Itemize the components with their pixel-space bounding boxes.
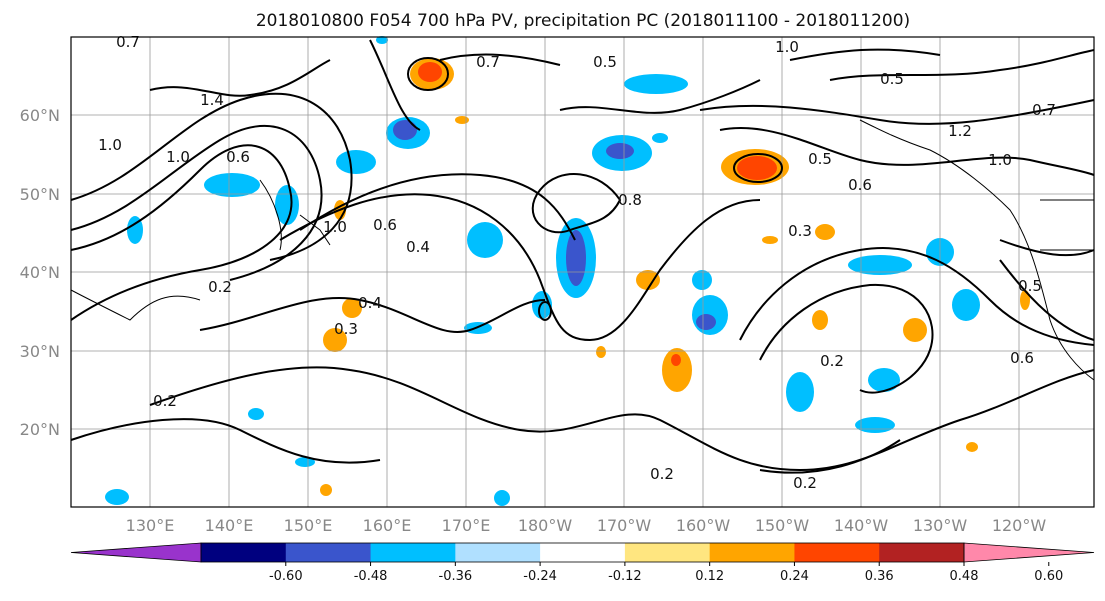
contour-label: 0.2 bbox=[820, 352, 844, 370]
map-panel: 0.7 1.0 1.4 0.6 0.8 0.5 0.4 0.3 0.2 1.2 … bbox=[70, 33, 1095, 508]
precip-shading bbox=[105, 36, 1030, 506]
colorbar-tick-label: -0.48 bbox=[354, 569, 388, 584]
lon-label: 160°E bbox=[363, 516, 412, 535]
contour-label: 0.7 bbox=[476, 53, 500, 71]
colorbar-outline bbox=[200, 542, 965, 563]
colorbar: -0.60 -0.48 -0.36 -0.24 -0.12 0.12 0.24 0.36 0.4… bbox=[70, 542, 1095, 584]
contour-label: 0.5 bbox=[1018, 277, 1042, 295]
lon-label: 140°E bbox=[205, 516, 254, 535]
contour-label: 0.2 bbox=[208, 278, 232, 296]
contour-label: 0.3 bbox=[334, 320, 358, 338]
colorbar-tick-label: 0.60 bbox=[1034, 569, 1063, 584]
lat-label: 20°N bbox=[20, 420, 60, 439]
contour-label: 0.5 bbox=[593, 53, 617, 71]
colorbar-swatch bbox=[540, 543, 626, 562]
longitude-labels: 130°E 140°E 150°E 160°E 170°E 180°W 170°… bbox=[126, 516, 1047, 535]
lat-label: 40°N bbox=[20, 263, 60, 282]
contour-label: 0.2 bbox=[650, 465, 674, 483]
contour-label: 1.2 bbox=[948, 122, 972, 140]
map-frame bbox=[70, 36, 1095, 508]
lon-label: 150°W bbox=[755, 516, 810, 535]
colorbar-tick-label: -0.12 bbox=[608, 569, 642, 584]
colorbar-extend-max bbox=[963, 542, 1095, 563]
contour-label: 1.0 bbox=[323, 218, 347, 236]
lon-label: 140°W bbox=[834, 516, 889, 535]
lon-label: 130°W bbox=[913, 516, 968, 535]
lon-label: 120°W bbox=[992, 516, 1047, 535]
contour-label: 0.4 bbox=[358, 294, 382, 312]
colorbar-tick-label: -0.60 bbox=[269, 569, 303, 584]
colorbar-swatch bbox=[370, 543, 456, 562]
colorbar-tick-label: 0.48 bbox=[950, 569, 979, 584]
colorbar-tick-label: -0.36 bbox=[439, 569, 473, 584]
colorbar-swatch bbox=[624, 543, 711, 562]
colorbar-tick-label: -0.24 bbox=[523, 569, 557, 584]
contour-label: 0.7 bbox=[116, 33, 140, 51]
contour-label: 1.0 bbox=[98, 136, 122, 154]
pv-contours bbox=[70, 39, 1095, 474]
contour-label: 0.8 bbox=[618, 191, 642, 209]
contour-label: 1.0 bbox=[988, 151, 1012, 169]
contour-label: 0.6 bbox=[1010, 349, 1034, 367]
contour-label: 0.6 bbox=[848, 176, 872, 194]
colorbar-swatch bbox=[709, 543, 795, 562]
gridlines bbox=[71, 37, 1094, 507]
lat-label: 60°N bbox=[20, 106, 60, 125]
contour-label: 0.6 bbox=[226, 148, 250, 166]
colorbar-tick-label: 0.36 bbox=[865, 569, 894, 584]
contour-label: 0.7 bbox=[1032, 101, 1056, 119]
colorbar-swatch bbox=[879, 543, 965, 562]
contour-label: 0.2 bbox=[793, 474, 817, 492]
lon-label: 160°W bbox=[676, 516, 731, 535]
latitude-labels: 20°N 30°N 40°N 50°N 60°N bbox=[20, 106, 60, 439]
colorbar-tick-label: 0.24 bbox=[780, 569, 809, 584]
contour-label: 0.6 bbox=[373, 216, 397, 234]
contour-label: 1.0 bbox=[166, 148, 190, 166]
coastlines bbox=[70, 119, 1095, 381]
contour-label-group: 0.7 1.0 1.4 0.6 0.8 0.5 0.4 0.3 0.2 1.2 … bbox=[98, 33, 1056, 492]
contour-label: 0.5 bbox=[808, 150, 832, 168]
colorbar-extend-min bbox=[70, 542, 202, 563]
contour-label: 0.5 bbox=[880, 70, 904, 88]
colorbar-tick-label: 0.12 bbox=[695, 569, 724, 584]
colorbar-swatch bbox=[285, 543, 372, 562]
lat-label: 50°N bbox=[20, 185, 60, 204]
figure-title: 2018010800 F054 700 hPa PV, precipitatio… bbox=[256, 11, 910, 31]
lon-label: 150°E bbox=[284, 516, 333, 535]
lon-label: 170°W bbox=[597, 516, 652, 535]
lon-label: 170°E bbox=[442, 516, 491, 535]
lon-label: 130°E bbox=[126, 516, 175, 535]
contour-label: 1.4 bbox=[200, 91, 224, 109]
lon-label: 180°W bbox=[518, 516, 573, 535]
lat-label: 30°N bbox=[20, 342, 60, 361]
colorbar-swatch bbox=[201, 543, 287, 562]
contour-label: 0.2 bbox=[153, 392, 177, 410]
contour-label: 1.0 bbox=[775, 38, 799, 56]
colorbar-swatch bbox=[455, 543, 541, 562]
colorbar-swatch bbox=[794, 543, 880, 562]
contour-label: 0.4 bbox=[406, 238, 430, 256]
contour-label: 0.3 bbox=[788, 222, 812, 240]
